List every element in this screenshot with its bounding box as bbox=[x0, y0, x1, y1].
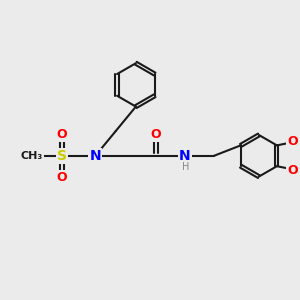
Text: N: N bbox=[179, 149, 191, 163]
Text: O: O bbox=[57, 128, 68, 141]
Text: O: O bbox=[57, 171, 68, 184]
Text: O: O bbox=[151, 128, 161, 141]
Text: O: O bbox=[287, 134, 298, 148]
Text: O: O bbox=[287, 164, 298, 177]
Text: N: N bbox=[90, 149, 101, 163]
Text: S: S bbox=[57, 149, 67, 163]
Text: CH₃: CH₃ bbox=[21, 151, 43, 161]
Text: H: H bbox=[182, 162, 190, 172]
